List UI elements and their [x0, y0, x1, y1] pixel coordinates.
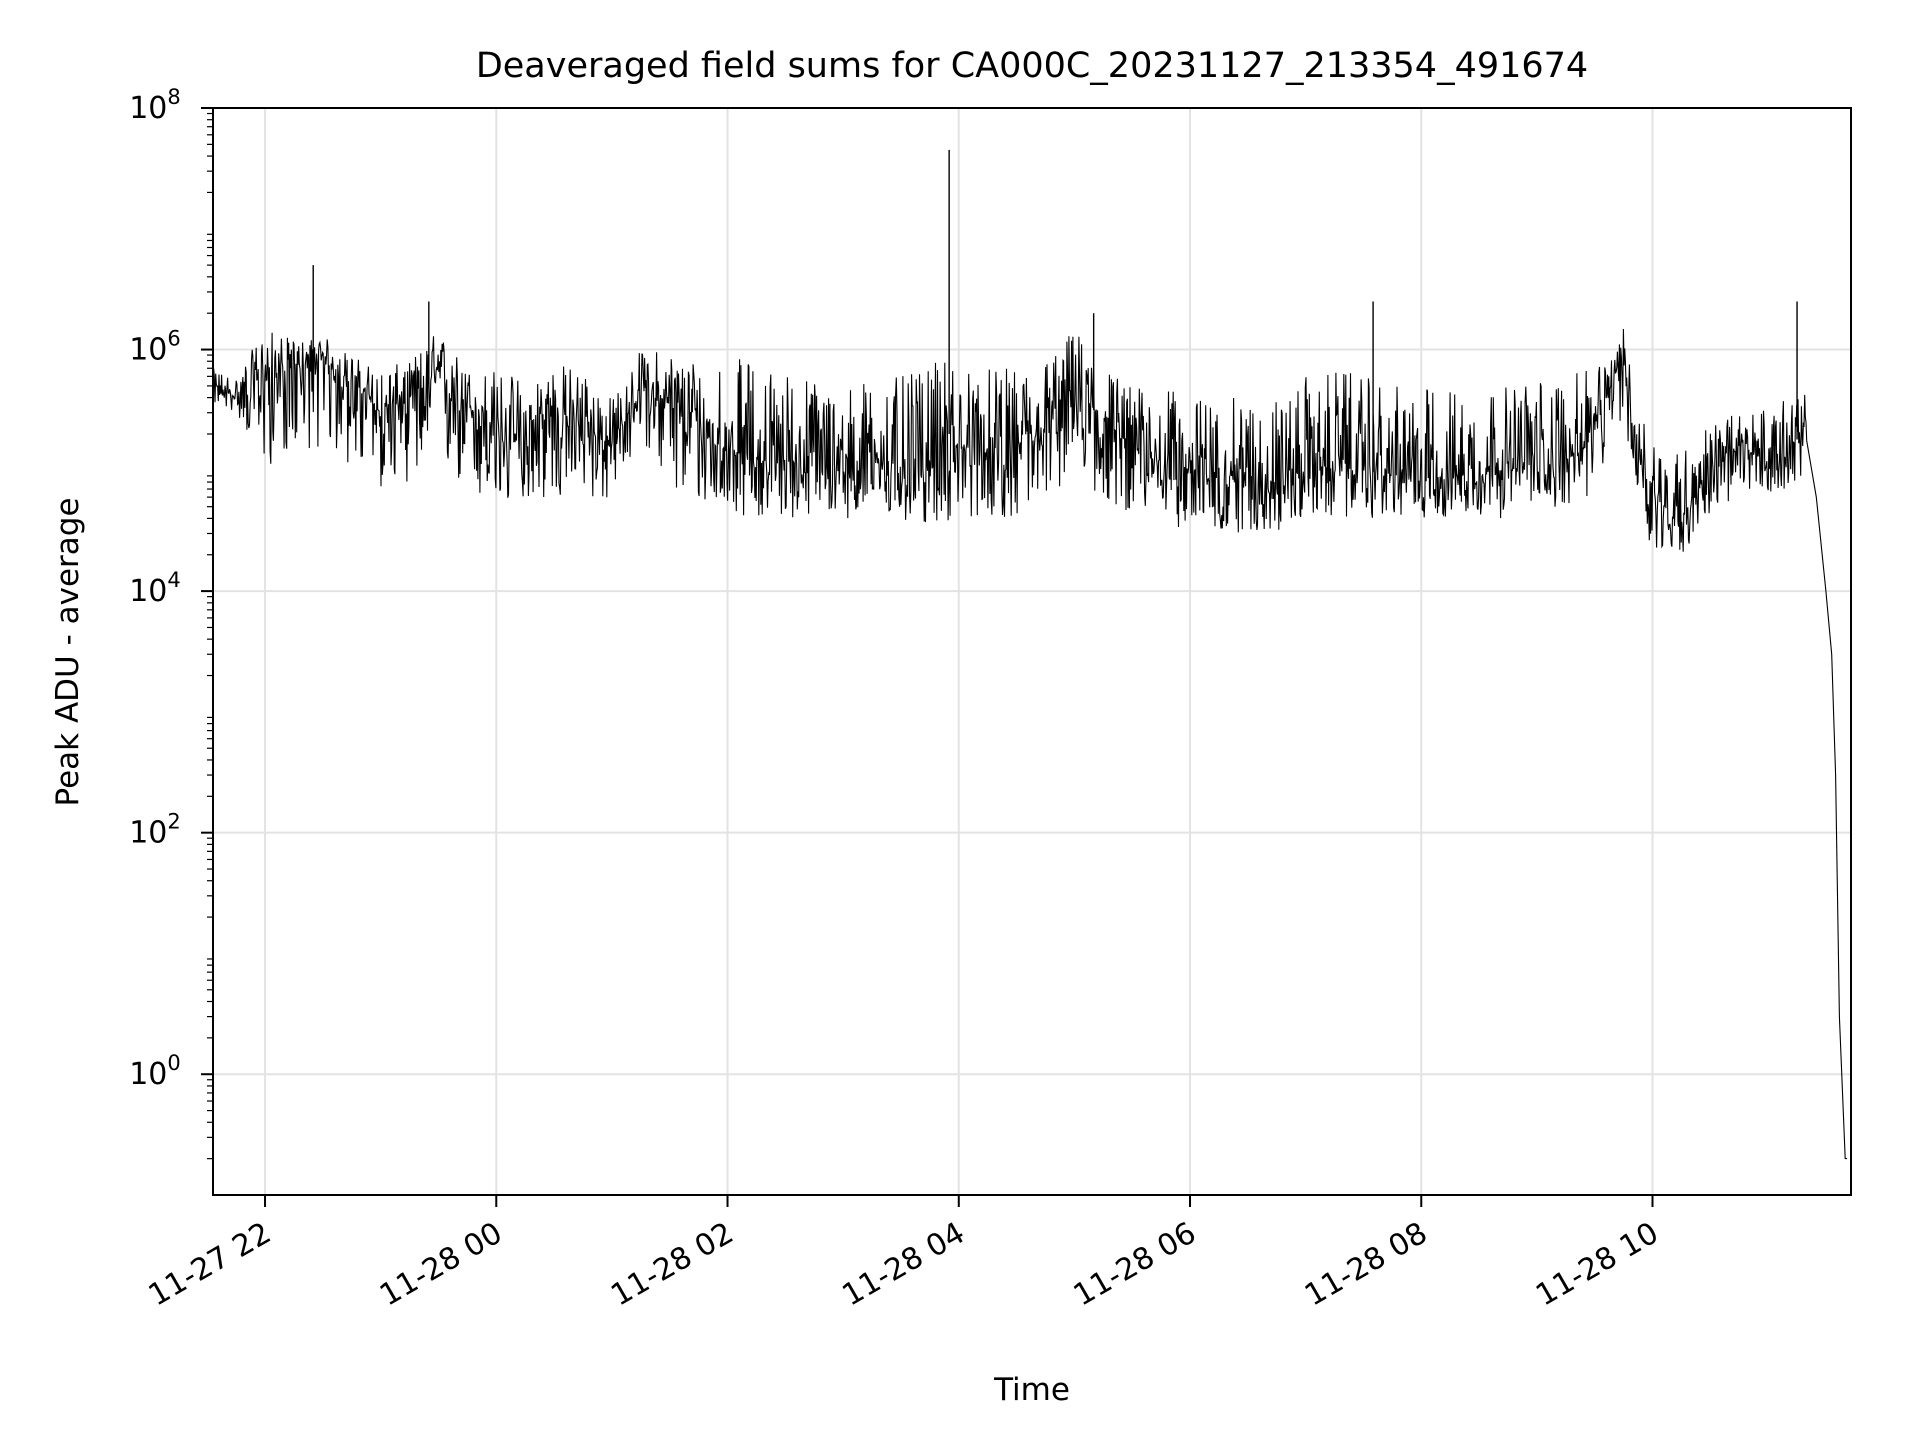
chart-title: Deaveraged field sums for CA000C_2023112…: [476, 46, 1588, 86]
y-tick-label: 100: [129, 1051, 181, 1092]
grid: [213, 107, 1851, 1195]
x-axis-label: Time: [993, 1372, 1070, 1408]
data-series: [212, 149, 1848, 1160]
plot-frame: [212, 107, 1852, 1196]
y-tick-label: 108: [129, 85, 181, 126]
series-line: [212, 328, 1848, 1160]
y-tick-label: 102: [129, 810, 181, 851]
y-axis-label: Peak ADU - average: [50, 497, 86, 806]
y-tick-label: 104: [129, 568, 181, 609]
y-tick-label: 106: [129, 327, 181, 368]
y-axis: 100 102 104 106 108: [129, 85, 213, 1160]
